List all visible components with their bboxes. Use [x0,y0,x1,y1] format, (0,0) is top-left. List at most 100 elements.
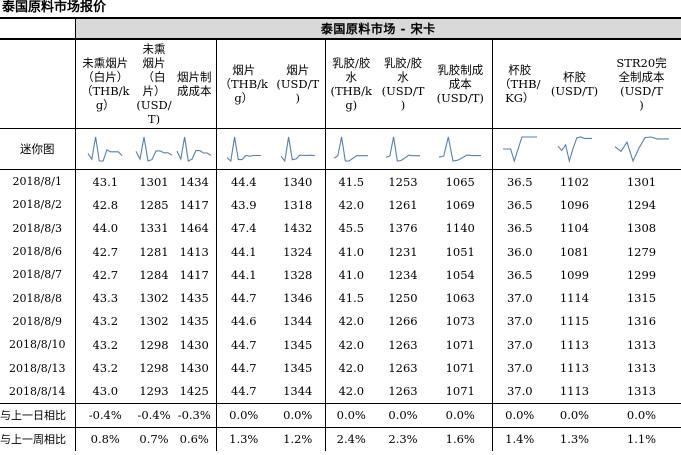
cell-value: 1266 [388,314,418,329]
cell-value: 1253 [388,174,418,189]
comparison-label: 与上一周相比 [0,426,75,451]
column-header: 烟片 (USD/T ) [276,63,320,105]
comparison-value: 0.7% [135,426,173,451]
cell-value: 43.2 [74,309,135,334]
cell-value: 42.7 [74,239,135,264]
group-header-row: 泰国原料市场 - 宋卡 [0,17,681,40]
cell-value: 1279 [626,244,657,259]
sparkline-chart [385,136,420,162]
comparison-value: 0.0% [429,402,492,428]
cell-value: 1340 [283,174,313,189]
cell-value: 42.8 [74,193,135,217]
row-date: 2018/8/9 [12,314,62,328]
cell-value: 1302 [139,314,169,329]
comparison-row: 与上一日相比 -0.4% -0.4% -0.3% 0.0% 0.0% 0.0% 0.0% 0.0… [0,402,681,428]
cell-value: 1069 [445,197,475,212]
sparkline-chart [614,136,669,163]
cell-value: 1344 [283,384,313,399]
cell-value: 1071 [445,337,475,352]
cell-value: 1430 [179,337,209,352]
cell-value: 1113 [559,361,590,376]
cell-value: 1417 [179,197,209,212]
column-header: 烟片 （THB/k g） [215,39,271,129]
cell-value: 47.4 [215,216,271,240]
cell-value: 1051 [445,244,475,259]
comparison-value: 0.8% [74,426,135,451]
cell-value: 43.3 [74,286,135,310]
cell-value: 1263 [388,337,418,352]
cell-value: 1346 [283,291,313,306]
comparison-label: 与上一日相比 [0,402,75,428]
cell-value: 1140 [445,221,475,236]
cell-value: 1302 [139,291,169,306]
sparkline-line [502,136,537,163]
sparkline-cell [135,128,173,170]
cell-value: 44.1 [215,239,271,264]
cell-value: 1261 [388,197,418,212]
sparkline-chart [226,136,261,163]
comparison-value: 0.0% [491,402,547,428]
sparkline-line [385,136,420,162]
cell-value: 1313 [626,361,657,376]
comparison-value: 1.4% [491,426,547,451]
sparkline-line [135,136,173,162]
cell-value: 1313 [626,337,657,352]
cell-value: 42.0 [324,356,377,380]
cell-value: 44.7 [215,286,271,310]
comparison-value: 0.6% [173,426,216,451]
sparkline-chart [333,136,369,162]
comparison-value: 0.0% [215,402,271,428]
comparison-value: 0.0% [602,402,681,428]
sparkline-line [226,136,261,163]
cell-value: 37.0 [491,379,547,404]
data-row: 2018/8/3 44.0 1331 1464 47.4 1432 45.5 1376 1140… [0,216,681,240]
cell-value: 1081 [559,244,590,259]
sparkline-cell [377,128,429,170]
data-row: 2018/8/9 43.2 1302 1435 44.6 1344 42.0 1266 1073… [0,309,681,334]
sparkline-line [280,136,315,163]
sparkline-cell [215,128,271,170]
cell-value: 1315 [626,291,657,306]
cell-value: 37.0 [491,333,547,357]
column-header: 未熏 烟片 （白 片） (USD/ T) [136,42,172,126]
cell-value: 43.0 [74,379,135,404]
sparkline-cell [547,128,602,170]
comparison-value: 0.0% [324,402,377,428]
cell-value: 1115 [559,314,590,329]
cell-value: 1432 [283,221,313,236]
column-header: 未熏烟片 （白片） （THB/k g） [74,39,135,129]
cell-value: 1331 [139,221,169,236]
cell-value: 1417 [179,267,209,282]
data-row: 2018/8/1 43.1 1301 1434 44.4 1340 41.5 1253 1065… [0,169,681,194]
sparkline-line [176,136,212,162]
sparkline-line [557,136,592,164]
cell-value: 1104 [559,221,590,236]
cell-value: 44.1 [215,263,271,287]
group-header-blank [0,17,75,40]
row-date: 2018/8/8 [12,291,62,305]
cell-value: 44.7 [215,356,271,380]
cell-value: 1281 [139,244,169,259]
row-date: 2018/8/1 [12,175,62,189]
cell-value: 42.7 [74,263,135,287]
cell-value: 37.0 [491,286,547,310]
sparkline-chart [176,136,212,162]
cell-value: 44.7 [215,379,271,404]
cell-value: 44.4 [215,169,271,194]
cell-value: 1065 [445,174,475,189]
sparkline-chart [439,136,482,162]
column-header: 杯胶 （THB/ KG） [491,39,547,129]
cell-value: 1096 [559,197,590,212]
comparison-value: 1.6% [429,426,492,451]
cell-value: 1294 [626,197,657,212]
cell-value: 42.0 [324,333,377,357]
column-header: 杯胶 (USD/T) [550,70,599,98]
row-date: 2018/8/6 [12,245,62,259]
sparkline-line [439,136,482,162]
sparkline-cell [602,128,681,170]
column-header: STR20完 全制成本 (USD/T ) [616,56,667,112]
cell-value: 1313 [626,384,657,399]
column-header: 烟片制 成成本 [177,70,212,98]
comparison-row: 与上一周相比 0.8% 0.7% 0.6% 1.3% 1.2% 2.4% 2.3% 1.6% 1.… [0,426,681,451]
sparkline-line [614,136,669,163]
